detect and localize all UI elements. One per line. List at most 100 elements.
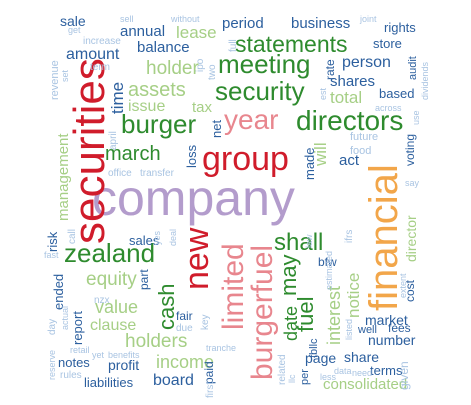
word-shares: shares [330,73,375,90]
word-income: income [156,352,214,372]
word-time: time [108,82,127,114]
word-management: management [55,133,72,221]
word-notes: notes [58,355,90,370]
word-fees: fees [388,321,411,335]
word-day: day [47,319,58,335]
word-related: related [277,354,288,385]
word-period: period [222,15,264,32]
word-rate: rate [323,59,337,80]
word-rules: rules [60,370,82,381]
word-board: board [153,372,194,389]
word-given: given [397,361,411,390]
word-less: less [320,372,337,382]
word-consolidated: consolidated [323,376,407,393]
word-office: office [108,168,132,179]
word-total: total [330,88,362,107]
word-balance: balance [137,39,190,56]
word-full: full [228,39,239,52]
word-year: year [224,104,278,135]
word-set: set [60,69,70,82]
word-part: part [137,269,151,290]
word-market: market [365,312,408,328]
word-need: need [352,368,372,378]
word-number: number [368,332,416,348]
word-ended: ended [51,274,66,310]
word-tax: tax [192,99,213,116]
word-key: key [200,314,211,330]
word-actual: actual [60,306,70,330]
word-first: first [205,382,216,398]
word-director: director [403,215,419,262]
word-risk: risk [45,231,60,252]
word-zealand: zealand [64,238,155,268]
word-audit: audit [407,56,419,80]
word-transfer: transfer [140,168,175,179]
word-shall: shall [274,229,323,256]
word-data: data [334,366,352,376]
word-assets: assets [128,79,186,101]
word-retail: retail [70,345,90,355]
word-benefits: benefits [108,350,140,360]
word-tranche: tranche [206,343,236,353]
word-company: company [92,170,295,226]
word-new: new [178,227,216,290]
word-per: per [299,369,311,385]
word-llc: llc [287,374,297,383]
word-lease: lease [176,23,217,42]
word-estimated: estimated [324,251,334,290]
word-group: group [202,140,289,178]
word-act: act [339,152,360,169]
word-term: term [90,62,110,73]
word-burgerfuel: burgerfuel [246,245,279,380]
word-fast: fast [44,250,59,260]
word-sale: sale [60,13,86,29]
word-page: page [305,350,336,366]
word-est: est [318,87,328,100]
word-well: well [357,324,377,336]
word-profit: profit [108,357,139,373]
word-march: march [105,143,161,165]
word-two: two [207,64,218,80]
word-value: value [95,297,138,317]
word-person: person [342,54,391,71]
word-listed: listed [344,319,354,340]
word-store: store [373,36,402,51]
word-directors: directors [296,105,403,136]
word-sell: sell [120,14,134,24]
word-increase: increase [83,36,121,47]
word-fuel: fuel [293,297,318,332]
word-clause: clause [90,317,136,334]
word-interest: interest [324,286,344,345]
word-holders: holders [125,331,187,352]
word-deal: deal [168,229,178,246]
word-issue: issue [128,98,165,115]
word-terms: terms [370,363,403,378]
word-made: made [302,147,317,180]
word-will: will [311,142,330,167]
word-law: law [304,234,314,248]
word-net: net [209,120,224,138]
word-may: may [276,254,301,296]
word-meeting: meeting [218,49,311,79]
word-share: share [344,349,379,365]
word-liabilities: liabilities [84,375,134,390]
word-revenue: revenue [49,60,61,100]
word-fbllc: fbllc [308,338,320,358]
word-future: future [350,131,378,143]
word-due: due [176,323,193,334]
word-security: security [215,76,305,106]
word-get: get [68,25,81,35]
word-food: food [350,145,371,157]
word-paid: paid [202,361,216,384]
word-cash: cash [154,284,179,330]
word-reserve: reserve [47,350,57,380]
word-nzx: nzx [94,295,110,306]
word-amount: amount [66,46,120,63]
word-yet: yet [92,350,105,360]
word-voting: voting [403,134,417,166]
word-ipo: ipo [195,58,206,72]
word-annual: annual [120,23,165,40]
word-without: without [170,14,200,24]
word-financial: financial [362,164,406,311]
